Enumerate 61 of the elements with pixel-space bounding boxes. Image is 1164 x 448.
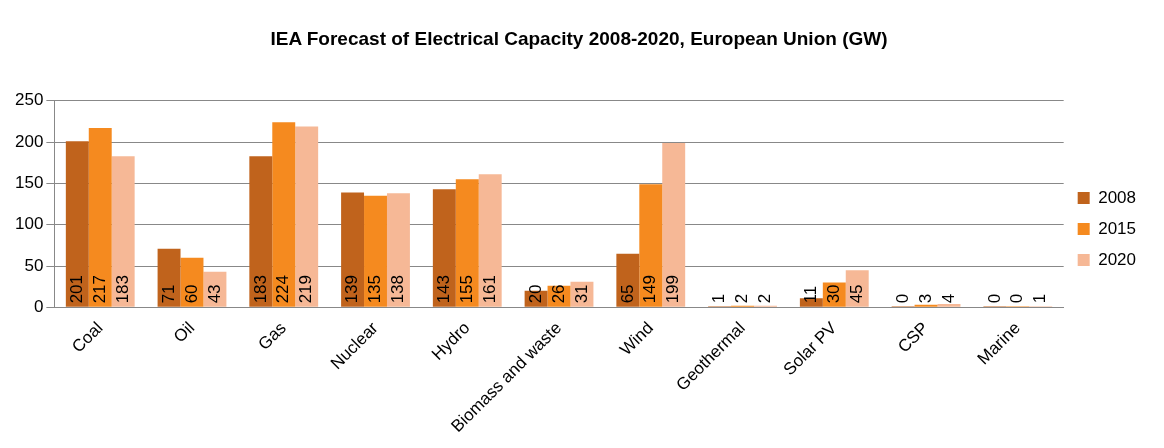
data-label: 30	[823, 284, 843, 304]
data-label: 1	[1030, 293, 1050, 304]
data-label: 0	[892, 293, 912, 304]
data-label: 3	[915, 293, 935, 304]
data-label: 0	[984, 293, 1004, 304]
bar	[295, 126, 319, 307]
data-label: 201	[66, 274, 86, 304]
data-label: 139	[342, 274, 362, 304]
y-tick-label: 200	[14, 131, 44, 151]
bar	[432, 189, 456, 307]
y-tick-label: 50	[24, 255, 44, 275]
legend-label: 2008	[1098, 187, 1137, 207]
data-label: 149	[640, 274, 660, 304]
y-tick-label: 250	[14, 90, 44, 110]
bar	[937, 304, 961, 307]
bar	[455, 179, 479, 307]
legend-label: 2020	[1098, 249, 1137, 269]
data-label: 155	[456, 274, 476, 304]
data-label: 2	[732, 293, 752, 304]
bar	[88, 128, 112, 307]
bar	[111, 156, 135, 307]
data-label: 183	[250, 274, 270, 304]
data-label: 60	[181, 284, 201, 304]
data-label: 2	[755, 293, 775, 304]
data-label: 224	[273, 274, 293, 304]
y-tick-label: 100	[14, 214, 44, 234]
legend-label: 2015	[1098, 218, 1137, 238]
data-label: 138	[388, 274, 408, 304]
chart-title: IEA Forecast of Electrical Capacity 2008-2020, European Union (GW)	[270, 27, 888, 49]
data-label: 26	[548, 284, 568, 304]
data-label: 43	[204, 284, 224, 304]
data-label: 65	[617, 284, 637, 304]
data-label: 31	[571, 284, 591, 304]
data-label: 20	[525, 284, 545, 304]
bar	[65, 141, 89, 307]
x-tick-label: Oil	[170, 318, 199, 347]
data-label: 4	[938, 293, 958, 304]
data-label: 143	[434, 274, 454, 304]
data-label: 217	[89, 274, 109, 304]
bar	[662, 142, 686, 307]
y-tick-label: 150	[14, 173, 44, 193]
bar	[639, 184, 663, 307]
data-label: 71	[158, 284, 178, 304]
bar	[249, 156, 273, 307]
data-label: 135	[365, 274, 385, 304]
data-label: 161	[479, 274, 499, 304]
data-label: 0	[1007, 293, 1027, 304]
bar	[341, 192, 365, 307]
data-label: 45	[846, 284, 866, 304]
data-label: 183	[112, 274, 132, 304]
data-label: 11	[801, 285, 821, 304]
data-label: 219	[296, 274, 316, 304]
data-label: 199	[663, 274, 683, 304]
bar	[272, 122, 296, 307]
bar	[478, 174, 502, 307]
bar	[364, 195, 387, 307]
bar	[157, 248, 181, 307]
x-tick-label: Gas	[254, 318, 290, 354]
data-label: 1	[709, 293, 729, 304]
bar	[386, 193, 410, 307]
y-tick-label: 0	[33, 297, 44, 317]
